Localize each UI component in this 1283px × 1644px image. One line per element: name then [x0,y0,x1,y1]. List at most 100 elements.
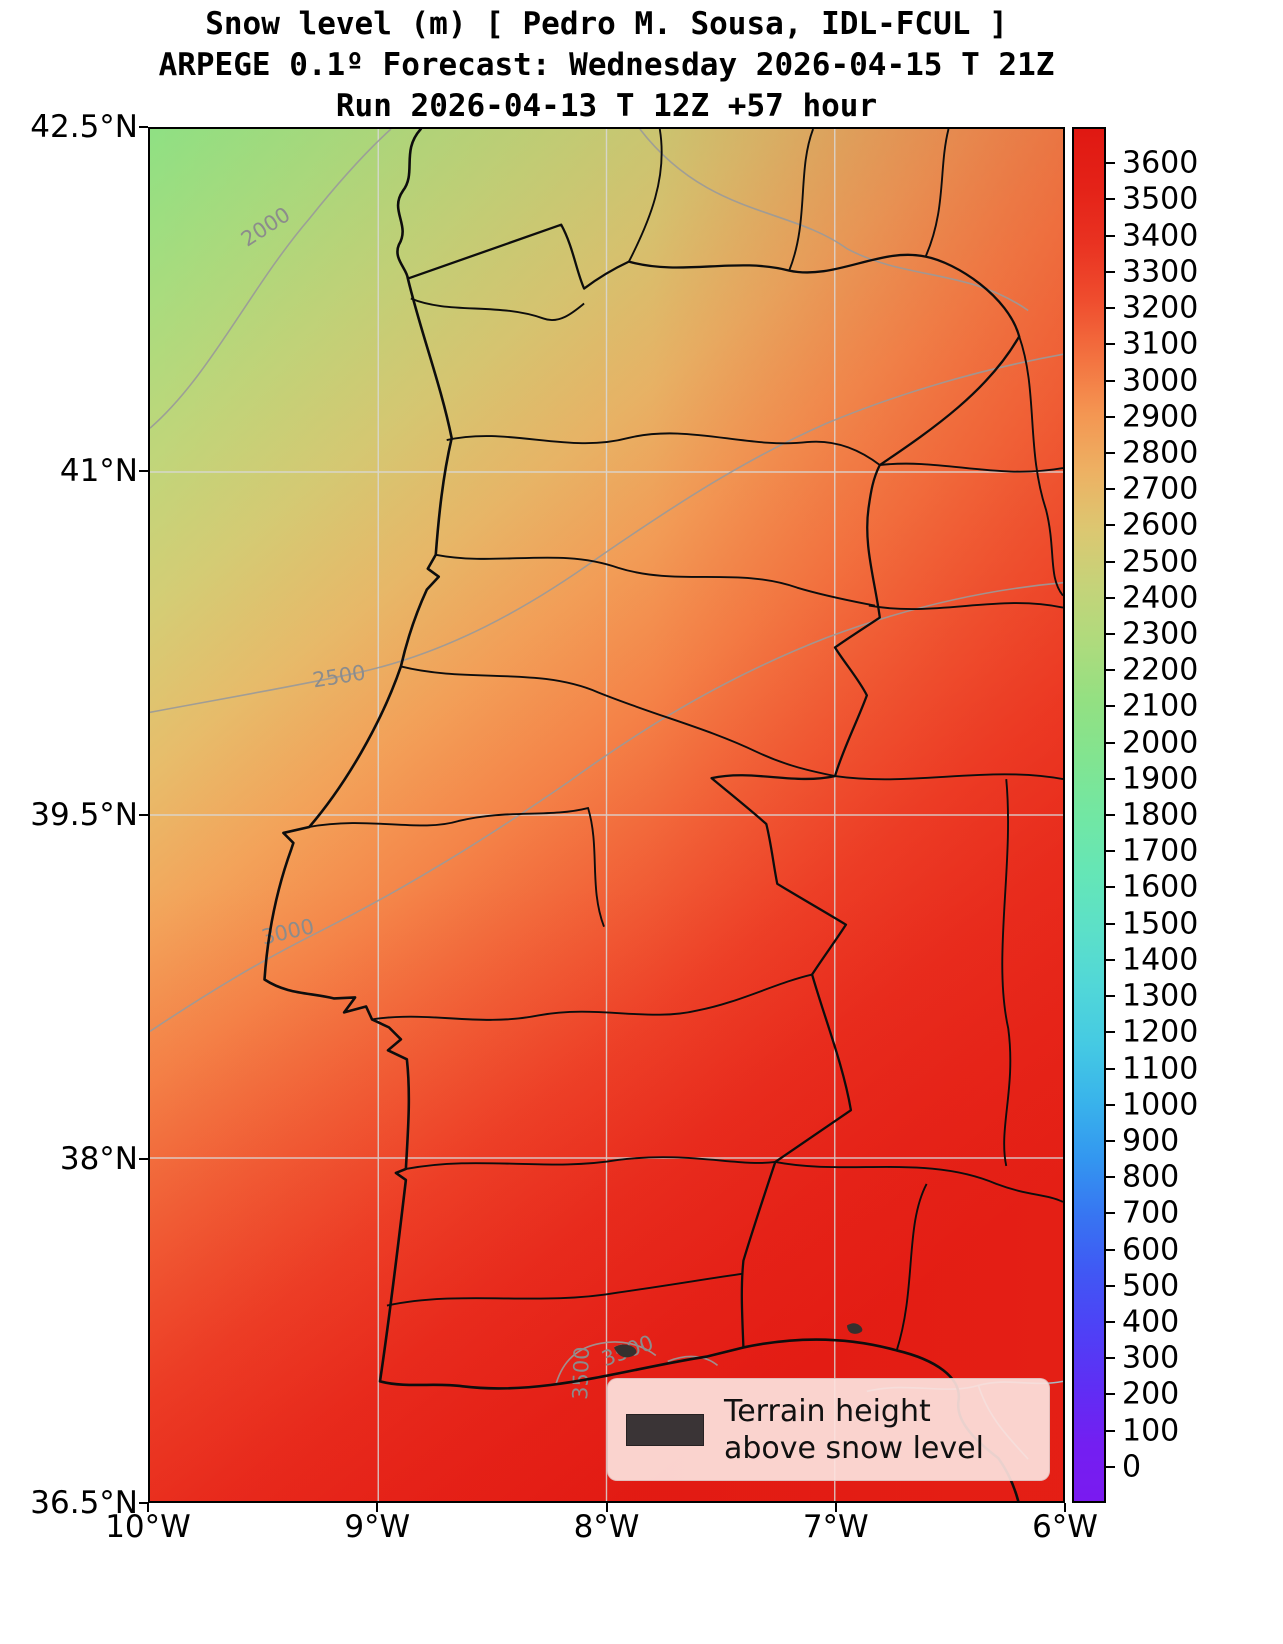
colorbar-tickmark [1106,850,1115,853]
y-axis-tick-label: 36.5°N [30,1485,138,1521]
portugal-spain-border [407,223,1021,1348]
x-axis-tickmark [1064,1503,1066,1512]
terrain-legend-line-2: above snow level [724,1430,984,1466]
colorbar-tickmark [1106,1393,1115,1396]
terrain-above-snow-areas [613,1323,863,1358]
colorbar-tick-label: 500 [1122,1268,1180,1304]
colorbar-tick-label: 700 [1122,1195,1180,1231]
colorbar-tickmark [1106,886,1115,889]
colorbar-tick-label: 1800 [1122,797,1199,833]
colorbar-tick-label: 2700 [1122,471,1199,507]
contour-3500-a [555,1341,657,1384]
y-axis-tickmark [139,126,148,128]
colorbar-tick-label: 200 [1122,1376,1180,1412]
colorbar-tick-label: 100 [1122,1413,1180,1449]
colorbar-tick-label: 2000 [1122,725,1199,761]
colorbar-tickmark [1106,451,1115,454]
colorbar-tickmark [1106,1357,1115,1360]
colorbar-tickmark [1106,1248,1115,1251]
colorbar-tickmark [1106,1103,1115,1106]
terrain-legend-swatch [626,1413,704,1446]
colorbar-tickmark [1106,524,1115,527]
colorbar-tickmark [1106,234,1115,237]
coastline [263,129,1020,1501]
colorbar-tickmark [1106,741,1115,744]
colorbar-tickmark [1106,777,1115,780]
title-line-3: Run 2026-04-13 T 12Z +57 hour [335,88,878,124]
colorbar-tick-label: 3500 [1122,181,1199,217]
colorbar-tick-label: 3100 [1122,326,1199,362]
colorbar-tick-label: 900 [1122,1123,1180,1159]
colorbar-tick-label: 3300 [1122,254,1199,290]
colorbar-tick-label: 2900 [1122,399,1199,435]
colorbar-tickmark [1106,995,1115,998]
colorbar-tickmark [1106,669,1115,672]
colorbar-tickmark [1106,488,1115,491]
x-axis-tickmark [834,1503,837,1512]
y-axis-tickmark [139,1158,148,1160]
colorbar-tickmark [1106,270,1115,273]
colorbar-tickmark [1106,1139,1115,1142]
colorbar-tickmark [1106,415,1115,418]
colorbar-tick-label: 800 [1122,1159,1180,1195]
x-axis-tick-label: 9°W [344,1509,411,1545]
colorbar-tick-label: 1300 [1122,978,1199,1014]
colorbar-tick-label: 2200 [1122,652,1199,688]
colorbar-tickmark [1106,1284,1115,1287]
y-axis-tick-label: 39.5°N [30,797,138,833]
terrain-legend-line-1: Terrain height [724,1393,931,1429]
colorbar-tickmark [1106,958,1115,961]
colorbar-tickmark [1106,162,1115,165]
snow-level-contour-lines [150,129,1063,1384]
x-axis-tick-label: 7°W [802,1509,869,1545]
figure-title-block: Snow level (m) [ Pedro M. Sousa, IDL-FCU… [148,4,1065,127]
colorbar-tick-label: 3600 [1122,145,1199,181]
colorbar-tickmark [1106,1212,1115,1215]
colorbar-tick-label: 400 [1122,1304,1180,1340]
y-axis-tickmark [139,814,148,816]
x-axis-tickmark [605,1503,608,1512]
colorbar-tick-label: 3200 [1122,290,1199,326]
colorbar-tick-label: 3400 [1122,218,1199,254]
colorbar-tickmark [1106,1067,1115,1070]
colorbar-tick-label: 1400 [1122,942,1199,978]
colorbar-tick-label: 3000 [1122,363,1199,398]
colorbar-tick-label: 2300 [1122,616,1199,652]
terrain-legend: Terrain height above snow level [607,1378,1050,1481]
colorbar [1072,127,1106,1503]
x-axis-tick-label: 10°W [105,1509,191,1545]
colorbar-tick-label: 1500 [1122,906,1199,942]
contour-2000 [150,129,392,429]
contour-3000 [150,581,1063,1033]
colorbar-tickmark [1106,198,1115,201]
colorbar-tick-label: 2100 [1122,688,1199,724]
y-axis-tick-label: 41°N [59,453,138,489]
colorbar-tick-label: 600 [1122,1232,1180,1267]
colorbar-tickmark [1106,379,1115,382]
contour-3500-b [667,1355,719,1367]
colorbar-tickmark [1106,1176,1115,1179]
title-line-2: ARPEGE 0.1º Forecast: Wednesday 2026-04-… [158,47,1055,83]
admin-boundaries [309,129,1063,1351]
terrain-legend-label: Terrain height above snow level [724,1393,984,1467]
colorbar-tick-label: 2600 [1122,507,1199,543]
colorbar-tickmark [1106,596,1115,599]
colorbar-tick-label: 2400 [1122,580,1199,616]
y-axis-tick-label: 42.5°N [30,109,138,145]
colorbar-tick-label: 2800 [1122,435,1199,471]
colorbar-tickmark [1106,1031,1115,1034]
colorbar-tick-label: 0 [1122,1449,1142,1485]
y-axis-tickmark [139,470,148,472]
x-axis-tick-label: 8°W [573,1509,640,1545]
colorbar-tick-label: 1000 [1122,1087,1199,1123]
colorbar-tick-label: 1900 [1122,761,1199,797]
map-plot-area: 2000 2500 3000 3500 3500 [148,127,1065,1503]
colorbar-tick-label: 1200 [1122,1014,1199,1050]
x-axis-tickmark [147,1503,149,1512]
colorbar-tickmark [1106,1465,1115,1468]
colorbar-tickmark [1106,632,1115,635]
colorbar-tick-label: 1700 [1122,833,1199,869]
colorbar-tickmark [1106,1320,1115,1323]
contour-gray-ne [639,129,1029,312]
colorbar-tickmark [1106,307,1115,310]
